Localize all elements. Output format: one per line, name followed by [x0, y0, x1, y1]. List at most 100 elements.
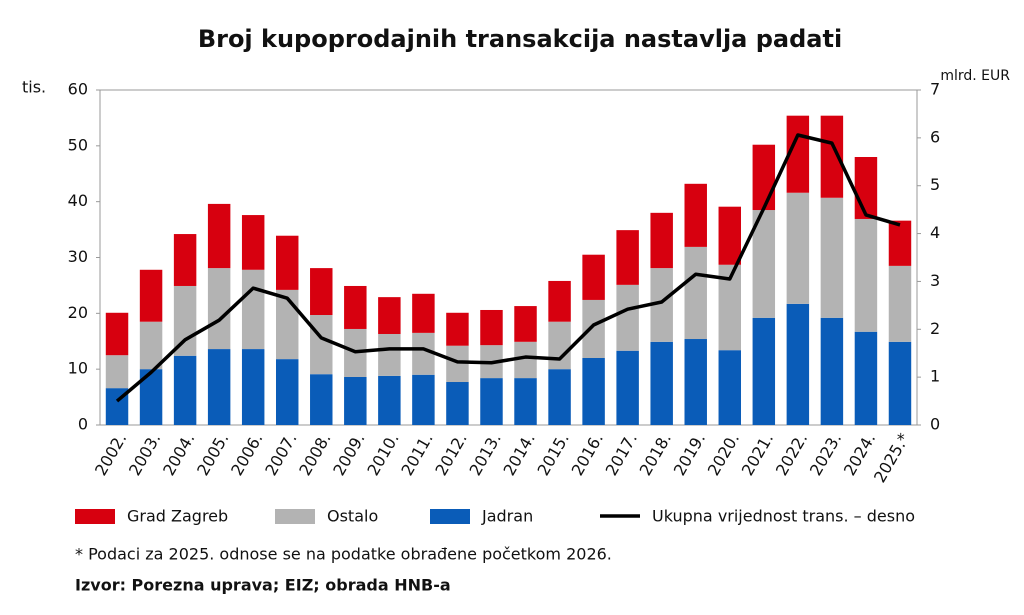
x-tick-label: 2018.	[636, 430, 675, 479]
x-tick-label: 2008.	[295, 430, 334, 479]
bar-segment	[344, 285, 367, 329]
chart-title: Broj kupoprodajnih transakcija nastavlja…	[198, 25, 842, 53]
footnote: * Podaci za 2025. odnose se na podatke o…	[75, 545, 612, 564]
line-series	[115, 133, 901, 403]
x-tick-label: 2006.	[227, 430, 266, 479]
bar-segment	[310, 268, 333, 316]
x-tick-label: 2007.	[261, 430, 300, 479]
bar-segment	[582, 299, 605, 358]
legend-swatch	[430, 509, 470, 524]
bar-segment	[310, 315, 333, 375]
bar-segment	[548, 321, 571, 370]
bar-segment	[139, 269, 163, 322]
bar-segment	[139, 369, 163, 425]
bar-segment	[786, 192, 810, 304]
bar-segment	[888, 341, 912, 425]
bar-segment	[854, 331, 878, 425]
bar-segment	[412, 293, 435, 333]
y2-tick-label: 5	[930, 175, 940, 194]
bar-segment	[752, 210, 776, 318]
y-tick-label: 20	[68, 303, 88, 322]
bar-segment	[207, 203, 231, 269]
y-tick-label: 0	[78, 415, 88, 434]
bar-segment	[888, 265, 912, 342]
x-tick-label: 2011.	[397, 430, 436, 479]
x-tick-label: 2016.	[568, 430, 607, 479]
bar-segment	[548, 369, 571, 425]
bar-segment	[139, 321, 163, 370]
bar-segment	[582, 254, 605, 300]
y-tick-label: 10	[68, 359, 88, 378]
y2-tick-label: 6	[930, 127, 940, 146]
bar-segment	[820, 115, 844, 198]
bar-segment	[310, 374, 333, 425]
bar-segment	[888, 220, 912, 266]
legend-label: Ostalo	[327, 507, 378, 526]
y-tick-label: 40	[68, 191, 88, 210]
x-tick-label: 2002.	[91, 430, 130, 479]
bar-segment	[378, 333, 401, 376]
bar-segment	[820, 197, 844, 318]
bar-segment	[752, 317, 776, 425]
bar-segment	[378, 297, 401, 334]
bar-segment	[752, 144, 776, 211]
bar-segment	[684, 183, 707, 247]
bar-segment	[480, 378, 503, 425]
y-tick-label: 60	[68, 80, 88, 99]
source: Izvor: Porezna uprava; EIZ; obrada HNB-a	[75, 576, 451, 595]
bar-segment	[684, 339, 707, 425]
bar-segment	[480, 309, 503, 346]
x-tick-label: 2012.	[431, 430, 470, 479]
legend-swatch	[75, 509, 115, 524]
bar-segment	[275, 235, 299, 290]
legend-label: Grad Zagreb	[127, 507, 228, 526]
bar-segment	[344, 376, 367, 425]
x-tick-label: 2019.	[670, 430, 709, 479]
bar-segment	[105, 355, 129, 389]
bar-segment	[446, 382, 469, 425]
bar-segment	[718, 350, 742, 425]
y-tick-label: 30	[68, 247, 88, 266]
bar-segment	[207, 268, 231, 350]
y-tick-label: 50	[68, 135, 88, 154]
bar-segment	[820, 317, 844, 425]
bar-segment	[446, 345, 469, 383]
bar-segment	[241, 349, 265, 425]
x-tick-label: 2005.	[193, 430, 232, 479]
bar-segment	[650, 341, 673, 425]
y2-axis-label: mlrd. EUR	[940, 68, 1010, 84]
bar-segment	[548, 280, 571, 322]
bar-segment	[650, 268, 673, 342]
bar-segment	[514, 378, 537, 425]
y2-tick-label: 2	[930, 319, 940, 338]
bar-segment	[650, 212, 673, 269]
bar-segment	[786, 303, 810, 425]
y2-tick-label: 1	[930, 367, 940, 386]
bar-segment	[173, 355, 197, 425]
x-tick-label: 2020.	[704, 430, 743, 479]
y2-tick-label: 4	[930, 223, 940, 242]
bar-segment	[412, 374, 435, 425]
x-tick-label: 2022.	[772, 430, 811, 479]
y2-tick-label: 7	[930, 80, 940, 99]
x-tick-label: 2009.	[329, 430, 368, 479]
y-axis-label: tis.	[22, 78, 46, 97]
x-tick-label: 2010.	[363, 430, 402, 479]
bar-segment	[514, 341, 537, 379]
bar-segment	[582, 358, 605, 425]
bar-segment	[616, 350, 639, 425]
y2-tick-label: 0	[930, 415, 940, 434]
x-tick-label: 2014.	[500, 430, 539, 479]
x-tick-label: 2021.	[738, 430, 777, 479]
x-tick-label: 2004.	[159, 430, 198, 479]
bar-segment	[616, 284, 639, 351]
bar-segment	[854, 218, 878, 332]
bar-segment	[718, 264, 742, 351]
x-tick-label: 2023.	[806, 430, 845, 479]
x-tick-label: 2003.	[125, 430, 164, 479]
bar-segment	[446, 312, 469, 346]
x-tick-label: 2017.	[602, 430, 641, 479]
bar-segment	[241, 215, 265, 270]
bar-segment	[105, 312, 129, 356]
